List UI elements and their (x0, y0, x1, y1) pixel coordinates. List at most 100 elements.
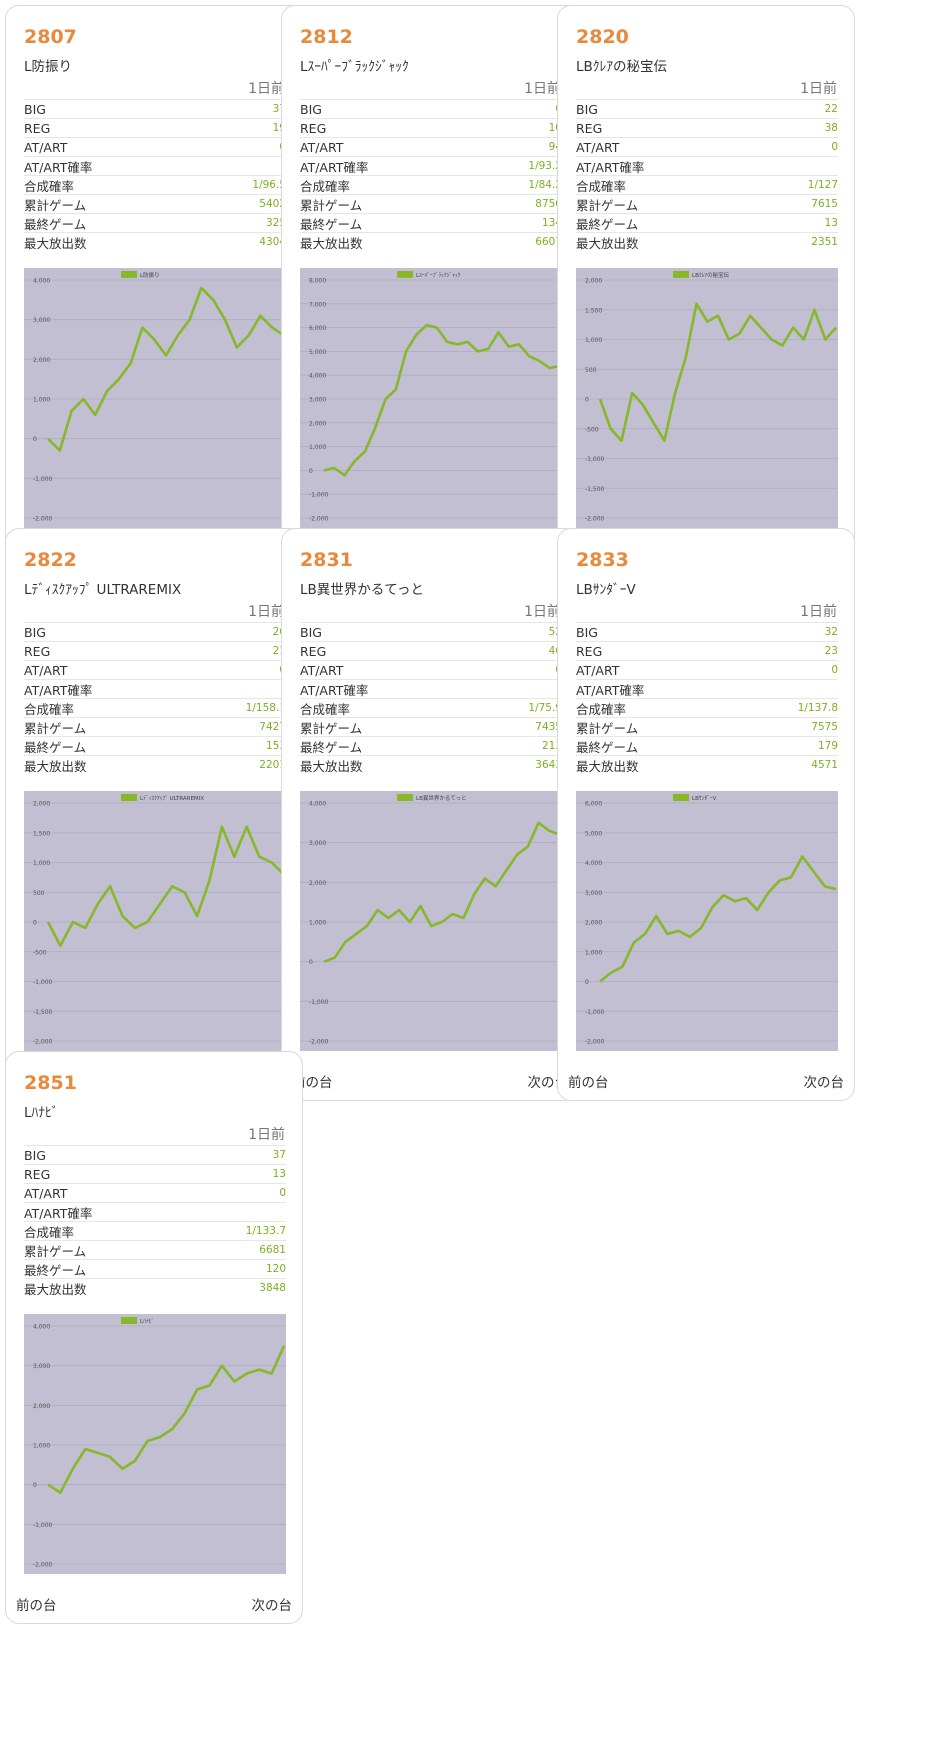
machine-number[interactable]: 2851 (24, 1072, 77, 1094)
machine-number[interactable]: 2822 (24, 549, 77, 571)
stat-label: 最大放出数 (300, 758, 363, 774)
machine-card: 2812Lｽｰﾊﾟｰﾌﾞﾗｯｸｼﾞｬｯｸ1日前BIG0REG10AT/ART94… (281, 5, 579, 578)
chart-background (300, 268, 562, 528)
machine-number[interactable]: 2831 (300, 549, 353, 571)
stat-label: AT/ART (576, 139, 620, 155)
stat-label: 累計ゲーム (300, 720, 363, 736)
machine-card: 2807 L防振り 1日前 BIG37REG19AT/ART0AT/ART確率合成確率… (5, 5, 303, 578)
stat-label: 累計ゲーム (576, 197, 639, 213)
stat-row: REG 19 (24, 118, 286, 137)
y-tick-label: 1,000 (585, 949, 602, 956)
stat-row: 累計ゲーム 5402 (24, 194, 286, 213)
legend-label: L防振り (140, 271, 160, 279)
day-label: 1日前 (248, 604, 285, 620)
series-line (599, 855, 837, 983)
stat-value: 1/158.1 (245, 702, 286, 714)
stat-row: 累計ゲーム 7575 (576, 717, 838, 736)
stat-label: BIG (24, 624, 46, 640)
y-tick-label: 1,000 (33, 860, 50, 867)
day-label: 1日前 (248, 81, 285, 97)
stat-value: 5402 (259, 198, 286, 210)
stat-row: 合成確率 1/133.7 (24, 1221, 286, 1240)
stat-label: AT/ART確率 (24, 682, 93, 698)
machine-card: 2851 Lﾊﾅﾋﾞ 1日前 BIG 37 REG 13 AT/ART 0 AT/ART確率 合成確… (5, 1051, 303, 1624)
stat-label: 最大放出数 (300, 235, 363, 251)
chart-svg: 2,000 1,500 1,000 500 0 -500 -1,000 -1,500 -2,00… (576, 268, 838, 528)
stat-row: 累計ゲーム 6681 (24, 1240, 286, 1259)
stat-label: BIG (576, 101, 598, 117)
day-label: 1日前 (800, 604, 837, 620)
stat-row: 最大放出数 6607 (300, 232, 562, 251)
stat-value: 37 (272, 1149, 286, 1161)
y-tick-label: -1,000 (33, 476, 53, 483)
y-tick-label: 6,000 (585, 801, 602, 808)
stat-value: 0 (279, 1187, 286, 1199)
prev-machine-link[interactable]: 前の台 (16, 1598, 57, 1614)
y-tick-label: 0 (33, 436, 37, 443)
stats-table: BIG 22 REG 38 AT/ART 0 AT/ART確率 合成確率 1/127 累計ゲーム 7… (576, 99, 838, 251)
y-tick-label: 2,000 (585, 278, 602, 285)
machine-card: 2822 Lﾃﾞｨｽｸｱｯﾌﾟ ULTRAREMIX 1日前 BIG 26 REG 21 AT… (5, 528, 303, 1101)
stat-value: 6607 (535, 236, 562, 248)
next-machine-link[interactable]: 次の台 (803, 1075, 845, 1091)
next-machine-link[interactable]: 次の台 (251, 1598, 293, 1614)
stat-value: 38 (824, 122, 838, 134)
legend-label: LBｻﾝﾀﾞｰV (692, 795, 717, 802)
machine-number[interactable]: 2820 (576, 26, 629, 48)
machine-card: 2833 LBｻﾝﾀﾞｰV 1日前 BIG 32 REG 23 AT/ART 0 AT/ART確率… (557, 528, 855, 1101)
slump-chart: 8,000 7,000 6,000 5,000 4,000 3,000 2,000 1,000… (300, 268, 562, 528)
stat-value: 213 (541, 740, 562, 752)
chart-svg: 4,000 3,000 2,000 1,000 0 -1,000 -2,000 L防振り (24, 268, 286, 528)
stat-label: 最終ゲーム (576, 739, 639, 755)
y-tick-label: 0 (585, 979, 589, 986)
stat-label: AT/ART (300, 139, 344, 155)
day-label: 1日前 (524, 604, 561, 620)
slump-chart: 6,000 5,000 4,000 3,000 2,000 1,000 0 -1,000 -2,… (576, 791, 838, 1051)
stat-label: 合成確率 (576, 701, 627, 717)
stat-row: REG 46 (300, 641, 562, 660)
stat-row: REG 38 (576, 118, 838, 137)
y-tick-label: 0 (33, 920, 37, 927)
stat-value: 13 (272, 1168, 286, 1180)
stat-value: 120 (265, 1263, 286, 1275)
slump-chart: 4,000 3,000 2,000 1,000 0 -1,000 -2,000 L防振り (24, 268, 286, 528)
machine-number[interactable]: 2833 (576, 549, 629, 571)
stat-row: REG 13 (24, 1164, 286, 1183)
y-tick-label: 500 (33, 890, 45, 897)
stat-row: AT/ART確率 (24, 156, 286, 175)
stat-label: REG (576, 643, 603, 659)
stat-label: AT/ART (24, 662, 68, 678)
y-tick-label: 1,500 (33, 830, 50, 837)
chart-svg: 4,000 3,000 2,000 1,000 0 -1,000 -2,000 Lﾊﾅﾋﾞ (24, 1314, 286, 1574)
stat-row: 最終ゲーム 134 (300, 213, 562, 232)
machine-name: LB異世界かるてっと (300, 582, 424, 598)
stat-row: REG 10 (300, 118, 562, 137)
stat-label: 合成確率 (300, 701, 351, 717)
stat-label: REG (300, 120, 327, 136)
slump-chart: 4,000 3,000 2,000 1,000 0 -1,000 -2,000 LB異世界かる… (300, 791, 562, 1051)
prev-machine-link[interactable]: 前の台 (568, 1075, 609, 1091)
y-tick-label: 3,000 (33, 1363, 50, 1370)
y-tick-label: -1,500 (33, 1009, 53, 1016)
y-tick-label: 2,000 (585, 920, 602, 927)
stat-row: 最大放出数 4571 (576, 755, 838, 774)
stat-label: 最終ゲーム (300, 739, 363, 755)
stat-label: 最大放出数 (24, 235, 87, 251)
legend-swatch (397, 794, 413, 801)
stat-label: AT/ART確率 (300, 159, 369, 175)
stat-row: AT/ART確率 (24, 679, 286, 698)
y-tick-label: 3,000 (585, 890, 602, 897)
day-label: 1日前 (524, 81, 561, 97)
machine-number[interactable]: 2812 (300, 26, 353, 48)
machine-number[interactable]: 2807 (24, 26, 77, 48)
stat-value: 32 (824, 626, 838, 638)
chart-legend: Lｽｰﾊﾟｰﾌﾞﾗｯｸｼﾞｬｯｸ (397, 271, 461, 279)
stat-value: 4304 (259, 236, 286, 248)
stat-row: 最大放出数 2201 (24, 755, 286, 774)
y-tick-label: 4,000 (33, 278, 50, 285)
y-tick-label: 1,500 (585, 307, 602, 314)
